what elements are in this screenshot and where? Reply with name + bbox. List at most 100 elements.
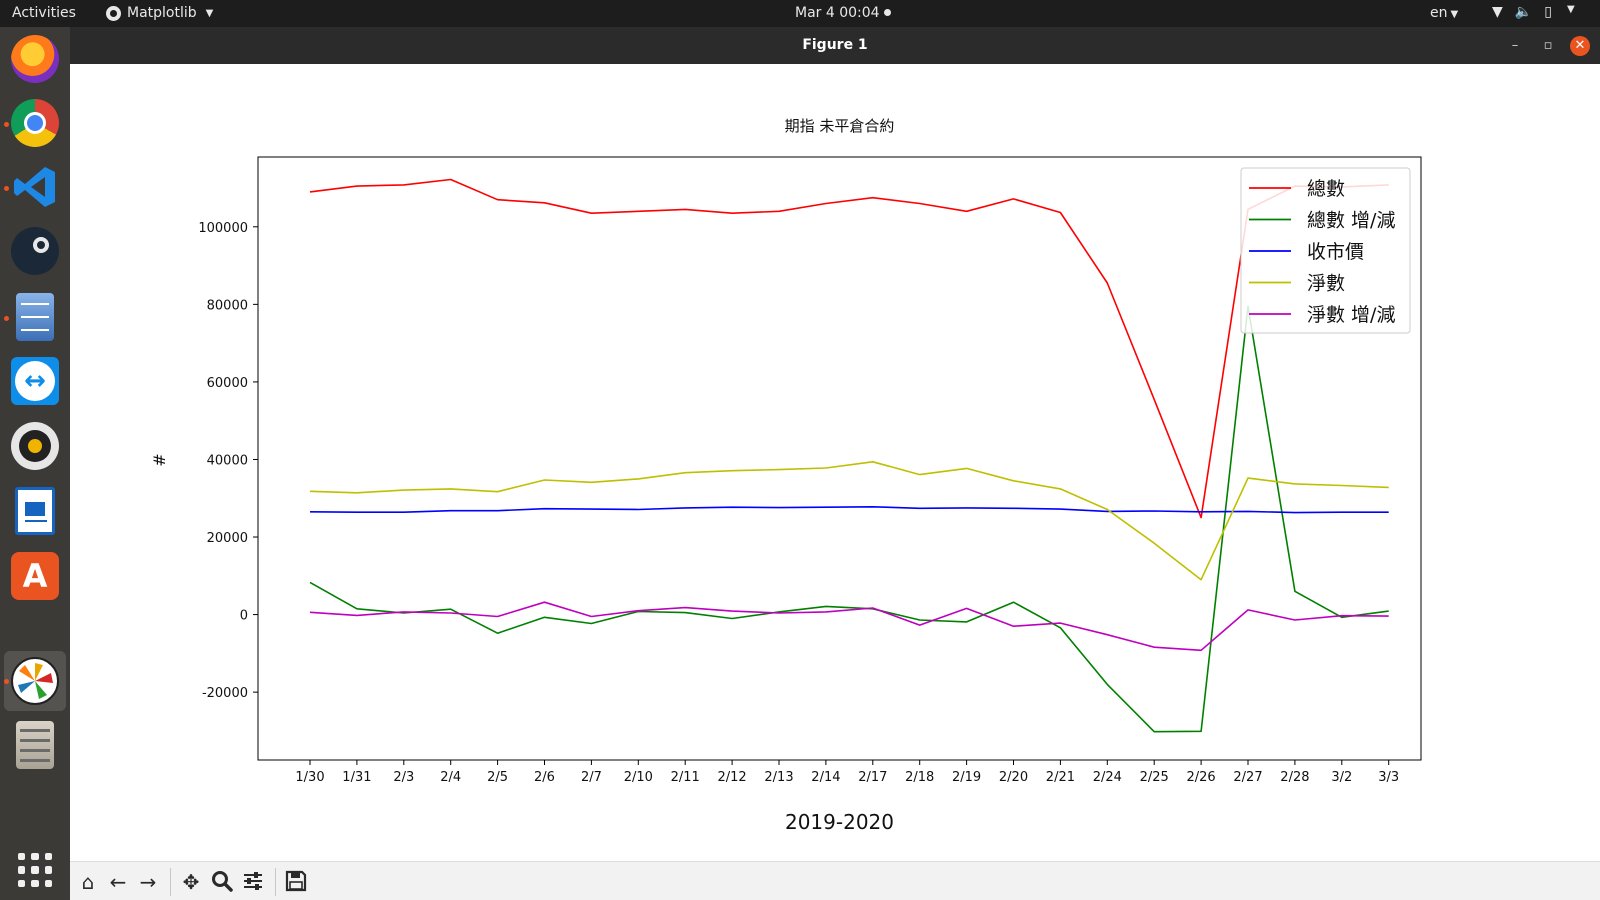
- vscode-glyph: [14, 167, 55, 207]
- app-gear-icon: [106, 5, 121, 21]
- x-tick-label: 2/18: [905, 770, 934, 785]
- firefox-icon[interactable]: [11, 35, 59, 83]
- plot-frame: [257, 156, 1422, 761]
- x-tick-label: 2/26: [1186, 770, 1215, 785]
- steam-icon[interactable]: [11, 227, 59, 275]
- drawer-line: [21, 329, 49, 331]
- series-line-4: [309, 460, 1389, 581]
- series-line-5: [309, 601, 1389, 652]
- software-center-icon[interactable]: A: [11, 552, 59, 600]
- app-menu[interactable]: Matplotlib ▼: [106, 5, 213, 21]
- matplotlib-glyph: [18, 663, 53, 699]
- toolbar-separator: [170, 868, 171, 896]
- series-line-1: [309, 178, 1389, 519]
- notification-dot-icon: [883, 9, 891, 16]
- x-tick-label: 2/12: [717, 770, 746, 785]
- rhythmbox-icon[interactable]: [11, 422, 59, 470]
- pan-icon[interactable]: ✥: [182, 870, 200, 894]
- y-axis-label: #: [150, 453, 169, 466]
- software-center-glyph: A: [22, 557, 48, 595]
- server-row: [20, 749, 50, 752]
- drawer-line: [21, 303, 49, 305]
- series-line-2: [309, 305, 1389, 733]
- magnifier-glyph: [212, 871, 233, 892]
- y-tick-label: 80000: [207, 298, 248, 313]
- grid-dot: [18, 879, 26, 887]
- x-tick-label: 2/28: [1280, 770, 1309, 785]
- app-menu-label: Matplotlib: [127, 5, 197, 21]
- close-button[interactable]: ✕: [1570, 36, 1590, 56]
- chevron-down-icon: ▼: [205, 7, 214, 19]
- vscode-icon[interactable]: [11, 163, 59, 211]
- x-tick-label: 2/11: [671, 770, 700, 785]
- running-indicator: [4, 122, 9, 127]
- y-tick-label: 60000: [207, 376, 248, 391]
- x-tick-label: 2/10: [624, 770, 653, 785]
- y-tick-label: 40000: [207, 453, 248, 468]
- series-line-3: [309, 505, 1389, 514]
- clock[interactable]: Mar 4 00:04: [795, 5, 891, 21]
- chart-title: 期指 未平倉合約: [785, 117, 895, 135]
- grid-dot: [31, 853, 39, 861]
- activities-button[interactable]: Activities: [12, 5, 76, 21]
- teamviewer-icon[interactable]: ↔: [11, 357, 59, 405]
- grid-dot: [31, 866, 39, 874]
- writer-line: [25, 520, 47, 522]
- server-list-icon[interactable]: [16, 721, 54, 769]
- x-tick-label: 2/6: [534, 770, 555, 785]
- floppy-glyph: [285, 870, 307, 892]
- x-axis-label: 2019-2020: [785, 810, 894, 834]
- matplotlib-icon[interactable]: [11, 657, 59, 705]
- navigation-toolbar: ⌂ ← → ✥: [70, 861, 1600, 900]
- system-menu[interactable]: ▼ 🔈 ▯ ▼: [1492, 4, 1575, 20]
- home-icon[interactable]: ⌂: [81, 870, 95, 894]
- x-tick-label: 2/13: [764, 770, 793, 785]
- volume-icon: 🔈: [1514, 4, 1533, 20]
- language-indicator[interactable]: en ▼: [1430, 5, 1458, 21]
- line-chart: 期指 未平倉合約 -20000 0 20000 40000 60000 80000 10000…: [150, 117, 1422, 834]
- x-tick-label: 2/21: [1046, 770, 1075, 785]
- save-icon[interactable]: [284, 870, 308, 894]
- writer-picture: [25, 502, 45, 516]
- x-tick-label: 1/30: [295, 770, 324, 785]
- back-arrow-icon[interactable]: ←: [109, 870, 127, 894]
- y-tick-label: 20000: [207, 531, 248, 546]
- server-row: [20, 739, 50, 742]
- running-indicator: [4, 316, 9, 321]
- zoom-icon[interactable]: [210, 870, 234, 894]
- chrome-icon[interactable]: [11, 99, 59, 147]
- minimize-button[interactable]: –: [1511, 38, 1519, 53]
- x-tick-label: 2/3: [393, 770, 414, 785]
- maximize-button[interactable]: ▫: [1543, 38, 1553, 53]
- figure-window: Figure 1 – ▫ ✕ 期指 未平倉合約 -20000 0 20000 40000…: [70, 27, 1600, 900]
- x-tick-label: 2/20: [999, 770, 1028, 785]
- x-tick-label: 1/31: [342, 770, 371, 785]
- running-indicator: [4, 679, 9, 684]
- x-tick-label: 2/17: [858, 770, 887, 785]
- server-row: [20, 759, 50, 762]
- x-tick-label: 2/5: [487, 770, 508, 785]
- y-tick-label: 100000: [198, 221, 248, 236]
- legend-label: 淨數 增/減: [1307, 304, 1395, 326]
- sliders-glyph: [244, 872, 262, 890]
- chevron-down-icon: ▼: [1450, 9, 1459, 20]
- figure-canvas[interactable]: 期指 未平倉合約 -20000 0 20000 40000 60000 80000 10000…: [70, 64, 1600, 861]
- configure-subplots-icon[interactable]: [241, 870, 265, 894]
- teamviewer-arrows: ↔: [15, 361, 55, 401]
- title-bar[interactable]: Figure 1 – ▫ ✕: [70, 27, 1600, 64]
- legend-label: 淨數: [1307, 273, 1345, 295]
- y-tick-label: -20000: [202, 686, 248, 701]
- show-applications-icon[interactable]: [18, 853, 52, 887]
- file-cabinet-icon[interactable]: [16, 293, 54, 341]
- drawer-line: [21, 316, 49, 318]
- grid-dot: [44, 879, 52, 887]
- dock: ↔ A: [0, 27, 70, 900]
- clock-text: Mar 4 00:04: [795, 5, 880, 21]
- writer-icon[interactable]: [15, 487, 55, 535]
- server-row: [20, 729, 50, 732]
- window-title: Figure 1: [802, 37, 868, 53]
- x-tick-label: 2/14: [811, 770, 840, 785]
- x-tick-label: 2/24: [1093, 770, 1122, 785]
- x-tick-label: 2/7: [581, 770, 602, 785]
- forward-arrow-icon[interactable]: →: [139, 870, 157, 894]
